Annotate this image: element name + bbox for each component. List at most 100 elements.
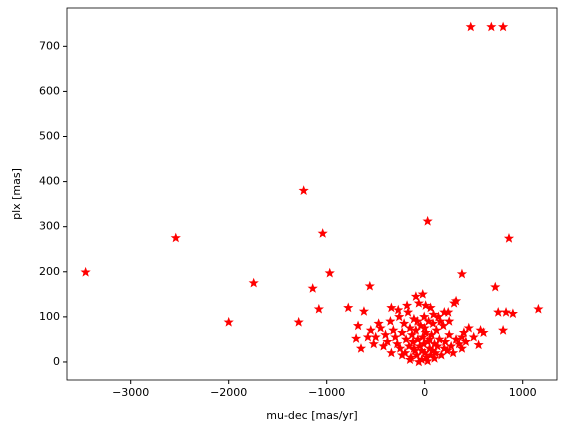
point: [397, 327, 408, 337]
point: [408, 343, 420, 353]
x-tick-label: −3000: [112, 386, 149, 399]
point: [429, 353, 440, 363]
point: [413, 356, 424, 367]
point: [412, 316, 423, 326]
point: [373, 318, 384, 328]
point: [422, 355, 433, 366]
point: [430, 347, 441, 358]
point: [533, 303, 544, 314]
point: [317, 228, 328, 238]
point: [382, 336, 393, 347]
point: [420, 300, 431, 310]
point: [358, 306, 370, 316]
point: [386, 347, 397, 358]
point: [503, 233, 515, 243]
y-tick-label: 300: [39, 220, 60, 233]
point: [410, 291, 421, 301]
point: [498, 21, 509, 32]
point: [500, 307, 512, 317]
y-tick-label: 0: [53, 355, 60, 368]
point: [427, 318, 439, 328]
point: [423, 316, 434, 326]
point: [355, 343, 367, 353]
point: [399, 318, 410, 328]
point: [444, 329, 455, 340]
point: [433, 311, 444, 322]
point: [80, 266, 91, 277]
y-tick-label: 200: [39, 265, 60, 278]
plot-frame: [66, 7, 558, 381]
point: [223, 316, 234, 327]
point: [440, 336, 451, 347]
point: [378, 340, 389, 351]
y-tick-label: 100: [39, 310, 60, 323]
point: [170, 232, 181, 243]
point: [415, 320, 426, 331]
point: [390, 331, 401, 342]
point: [385, 316, 396, 326]
point: [392, 338, 403, 349]
point: [401, 300, 413, 310]
point: [478, 327, 489, 337]
point: [313, 303, 324, 314]
point: [293, 316, 304, 327]
point: [368, 338, 379, 349]
point: [324, 267, 335, 278]
point: [402, 307, 414, 317]
point: [386, 302, 397, 313]
point: [413, 297, 424, 308]
point: [352, 320, 364, 331]
point: [460, 336, 471, 347]
point: [439, 343, 450, 353]
point: [419, 322, 430, 333]
point: [404, 354, 416, 365]
point: [456, 343, 468, 353]
point: [448, 347, 459, 358]
point: [394, 311, 405, 322]
point: [493, 307, 504, 317]
point: [403, 340, 415, 351]
point: [343, 302, 354, 313]
point: [435, 316, 446, 326]
x-tick-label: 0: [421, 386, 428, 399]
point: [416, 345, 427, 356]
point: [446, 340, 457, 351]
point: [450, 334, 462, 344]
point: [351, 333, 362, 343]
point: [432, 340, 443, 351]
y-tick-label: 500: [39, 130, 60, 143]
point: [473, 339, 484, 350]
point: [404, 322, 416, 333]
point: [444, 316, 455, 326]
point: [395, 343, 406, 353]
point: [248, 277, 259, 288]
point: [362, 331, 373, 342]
point: [417, 288, 428, 299]
point: [453, 338, 465, 349]
y-axis-label: plx [mas]: [10, 168, 23, 220]
point: [422, 215, 433, 226]
point: [463, 322, 474, 333]
point: [388, 325, 399, 335]
point: [397, 349, 408, 360]
point: [490, 281, 501, 292]
point: [419, 311, 430, 322]
point: [456, 331, 468, 342]
y-tick-label: 400: [39, 175, 60, 188]
point: [431, 325, 442, 335]
point: [456, 268, 468, 279]
point: [380, 329, 391, 340]
point: [450, 295, 462, 306]
point: [443, 307, 454, 317]
point: [365, 325, 376, 335]
point: [298, 185, 309, 195]
y-tick-label: 700: [39, 39, 60, 52]
point: [406, 329, 418, 340]
y-tick-label: 600: [39, 84, 60, 97]
point: [307, 283, 318, 293]
x-tick-label: 1000: [509, 386, 537, 399]
x-tick-label: −1000: [308, 386, 345, 399]
x-axis-label: mu-dec [mas/yr]: [266, 409, 357, 422]
point: [498, 325, 509, 335]
